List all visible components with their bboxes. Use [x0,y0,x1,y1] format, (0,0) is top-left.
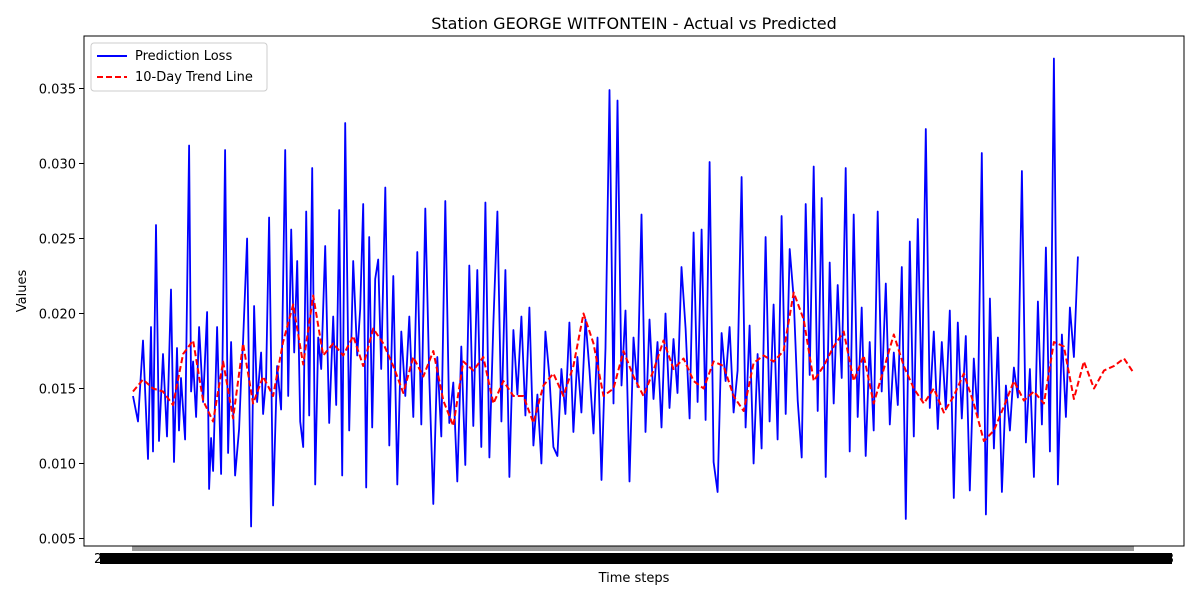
legend-label-trend-line: 10-Day Trend Line [135,70,253,85]
y-tick-label: 0.030 [39,158,76,173]
series-trend-line [132,291,1135,442]
series-layer [132,57,1135,528]
x-axis-ticks [100,546,1172,564]
y-tick-label: 0.025 [39,233,76,248]
x-tick-overlap-left: 2 [94,552,102,567]
series-prediction-loss-line [132,57,1079,528]
x-tick-overlap-right: 3 [1166,552,1174,567]
y-tick-label: 0.035 [39,83,76,98]
plot-area [83,35,1185,547]
y-tick-label: 0.015 [39,383,76,398]
x-tick-labels-overlapping [100,553,1172,564]
x-axis-label: Time steps [598,571,670,586]
y-tick-label: 0.005 [39,533,76,548]
legend: Prediction Loss 10-Day Trend Line [90,42,268,92]
y-axis-label: Values [15,270,30,313]
legend-label-prediction-loss: Prediction Loss [135,49,232,64]
y-axis-ticks: 0.005 0.010 0.015 0.020 0.025 0.030 0.035 [39,83,84,548]
y-tick-label: 0.020 [39,308,76,323]
y-tick-label: 0.010 [39,458,76,473]
chart-title: Station GEORGE WITFONTEIN - Actual vs Pr… [431,14,837,33]
axes-frame [83,35,1185,547]
legend-box [90,42,268,92]
